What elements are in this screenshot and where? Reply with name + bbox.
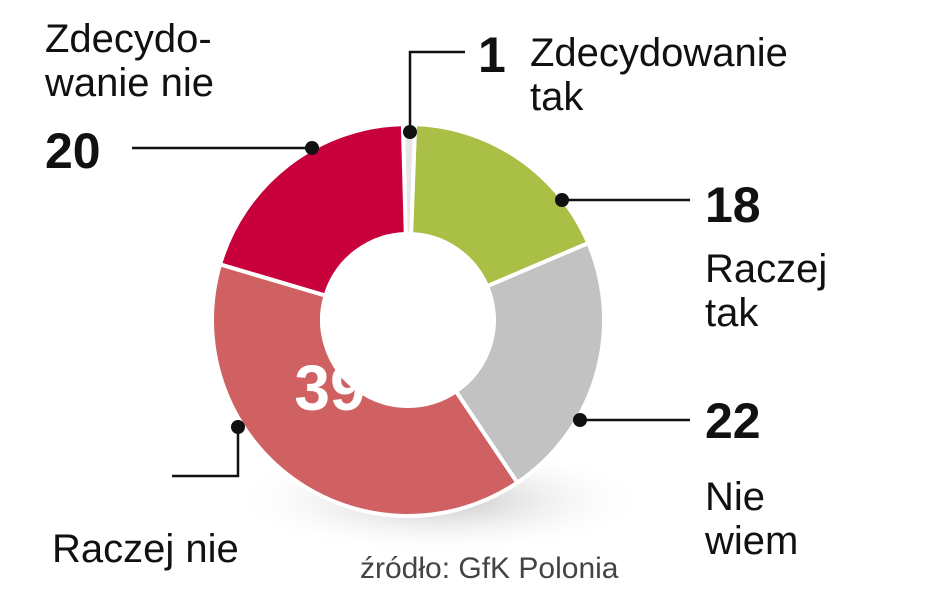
slice bbox=[453, 240, 606, 486]
value-label: 18 bbox=[705, 177, 761, 233]
value-label: 22 bbox=[705, 393, 761, 449]
category-label: Zdecydo-wanie nie bbox=[44, 17, 214, 105]
slice bbox=[217, 122, 408, 299]
category-label: Raczej tak bbox=[705, 247, 827, 335]
leader-dot bbox=[555, 193, 569, 207]
leader-line bbox=[172, 427, 240, 478]
category-label: Nie wiem bbox=[704, 475, 798, 563]
value-label: 39 bbox=[294, 352, 365, 424]
value-label: 20 bbox=[45, 123, 101, 179]
leader-dot bbox=[231, 420, 245, 434]
category-label: Raczej nie bbox=[52, 527, 239, 571]
leader-dot bbox=[403, 125, 417, 139]
leader-dot bbox=[573, 413, 587, 427]
leader-line bbox=[408, 50, 465, 132]
value-label: 1 bbox=[478, 27, 506, 83]
labels: 1 Zdecydowanie tak 18 Raczej tak 22 Nie wiem 39 Ra… bbox=[44, 17, 827, 571]
leader-dot bbox=[305, 141, 319, 155]
slice bbox=[210, 261, 521, 518]
source: źródło: GfK Polonia bbox=[360, 552, 619, 585]
slice bbox=[409, 122, 591, 289]
category-label: Zdecydowanie tak bbox=[530, 31, 788, 119]
donut bbox=[210, 122, 606, 518]
